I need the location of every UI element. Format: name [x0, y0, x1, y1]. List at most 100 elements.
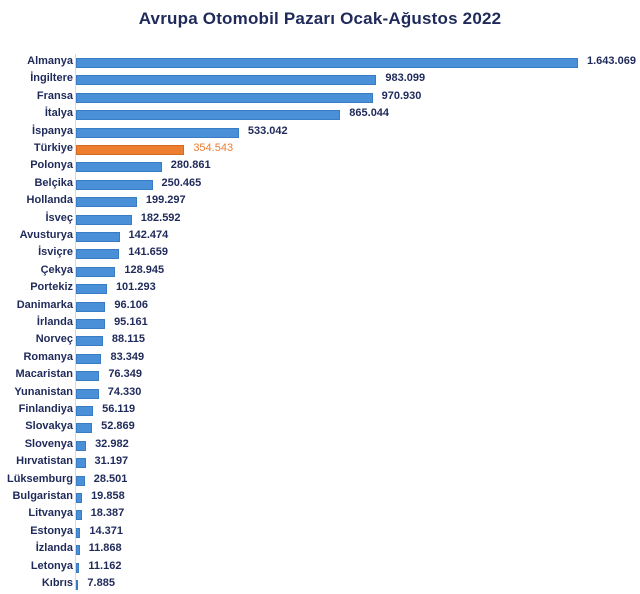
bar — [76, 423, 93, 434]
bar-row: İngiltere 983.099 — [0, 71, 640, 88]
category-label: Macaristan — [15, 368, 73, 381]
bar-row: Belçika 250.465 — [0, 176, 640, 193]
category-label: Avusturya — [19, 229, 73, 241]
bar-row: Hollanda 199.297 — [0, 193, 640, 210]
bar-row: İrlanda 95.161 — [0, 315, 640, 332]
value-label: 865.044 — [349, 107, 390, 120]
bar-row: Avusturya 142.474 — [0, 228, 640, 245]
bar — [76, 127, 239, 138]
value-label: 101.293 — [115, 281, 156, 294]
bar-row: İzlanda 11.868 — [0, 541, 640, 558]
value-label: 182.592 — [140, 211, 181, 224]
category-label: Letonya — [30, 559, 73, 572]
value-label: 128.945 — [124, 263, 165, 276]
bar — [76, 284, 107, 295]
value-label: 52.869 — [101, 420, 135, 433]
category-label: Danimarka — [16, 298, 73, 311]
category-label: Litvanya — [28, 507, 73, 520]
value-label: 31.197 — [94, 455, 129, 468]
bar-row: Slovakya 52.869 — [0, 419, 640, 436]
bar — [76, 110, 341, 121]
bar — [76, 58, 578, 68]
bar — [76, 493, 83, 503]
bar — [76, 406, 94, 416]
bar-row: Bulgaristan 19.858 — [0, 489, 640, 506]
category-label: Polonya — [30, 159, 73, 172]
bar-row: Almanya 1.643.069 — [0, 54, 640, 71]
bar-row: Estonya 14.371 — [0, 524, 640, 541]
bar-row: Hırvatistan 31.197 — [0, 454, 640, 471]
bar — [76, 301, 106, 312]
bar — [76, 458, 86, 469]
bar-row: İtalya 865.044 — [0, 106, 640, 123]
bar — [76, 545, 80, 556]
category-label: İngiltere — [30, 72, 73, 85]
bar-row: Lüksemburg 28.501 — [0, 472, 640, 489]
value-label: 250.465 — [161, 176, 202, 189]
bar-row: Çekya 128.945 — [0, 263, 640, 280]
value-label: 983.099 — [385, 72, 426, 85]
value-label: 14.371 — [89, 524, 124, 537]
category-label: Fransa — [36, 89, 73, 102]
bar-row: Norveç 88.115 — [0, 332, 640, 349]
bar-row: İsviçre 141.659 — [0, 245, 640, 262]
bar-row: Litvanya 18.387 — [0, 506, 640, 523]
bar — [76, 162, 162, 173]
bar-row: Fransa 970.930 — [0, 89, 640, 106]
y-axis-line — [75, 54, 76, 590]
bar-row: Finlandiya 56.119 — [0, 402, 640, 419]
category-label: Kıbrıs — [41, 577, 73, 589]
value-label: 970.930 — [381, 89, 422, 102]
bar — [76, 336, 103, 347]
value-label: 95.161 — [114, 316, 148, 328]
value-label: 11.162 — [88, 559, 122, 572]
category-label: İsviçre — [38, 246, 73, 259]
bar-row: Kıbrıs 7.885 — [0, 576, 640, 593]
bar-row: Macaristan 76.349 — [0, 367, 640, 384]
value-label: 28.501 — [93, 472, 128, 485]
category-label: Yunanistan — [14, 385, 73, 398]
category-label: Hırvatistan — [16, 455, 73, 468]
category-label: Finlandiya — [18, 403, 73, 415]
category-label: Belçika — [34, 176, 73, 189]
bar — [76, 92, 373, 103]
category-label: Çekya — [40, 263, 73, 276]
bar-row: Slovenya 32.982 — [0, 437, 640, 454]
bar — [76, 197, 137, 208]
category-label: Slovenya — [24, 437, 73, 450]
value-label: 280.861 — [170, 159, 211, 172]
value-label: 32.982 — [95, 437, 129, 450]
value-label: 354.543 — [193, 142, 234, 154]
category-label: Hollanda — [26, 194, 73, 207]
category-label: Estonya — [30, 524, 73, 537]
category-label: Almanya — [27, 55, 73, 67]
bar-row: İsveç 182.592 — [0, 211, 640, 228]
bar — [76, 371, 100, 382]
value-label: 11.868 — [88, 542, 122, 555]
bar — [76, 232, 120, 242]
category-label: İspanya — [32, 124, 73, 137]
category-label: Lüksemburg — [6, 472, 73, 485]
bar — [76, 440, 87, 451]
bar-row: Romanya 83.349 — [0, 350, 640, 367]
category-label: Türkiye — [33, 142, 73, 154]
bar — [76, 580, 79, 590]
bar — [76, 249, 120, 260]
bar — [76, 475, 85, 486]
category-label: Romanya — [23, 350, 73, 363]
value-label: 56.119 — [102, 403, 136, 415]
category-label: Norveç — [35, 333, 73, 346]
value-label: 74.330 — [107, 385, 142, 398]
value-label: 96.106 — [114, 298, 149, 311]
bar — [76, 319, 106, 329]
value-label: 88.115 — [111, 333, 145, 346]
category-label: İsveç — [45, 211, 73, 224]
category-label: Slovakya — [25, 420, 73, 433]
bar — [76, 353, 102, 364]
bar — [76, 510, 82, 521]
category-label: Portekiz — [30, 281, 73, 294]
value-label: 83.349 — [110, 350, 145, 363]
bar — [76, 266, 116, 277]
bar-row: Letonya 11.162 — [0, 559, 640, 576]
bar-row: Polonya 280.861 — [0, 158, 640, 175]
